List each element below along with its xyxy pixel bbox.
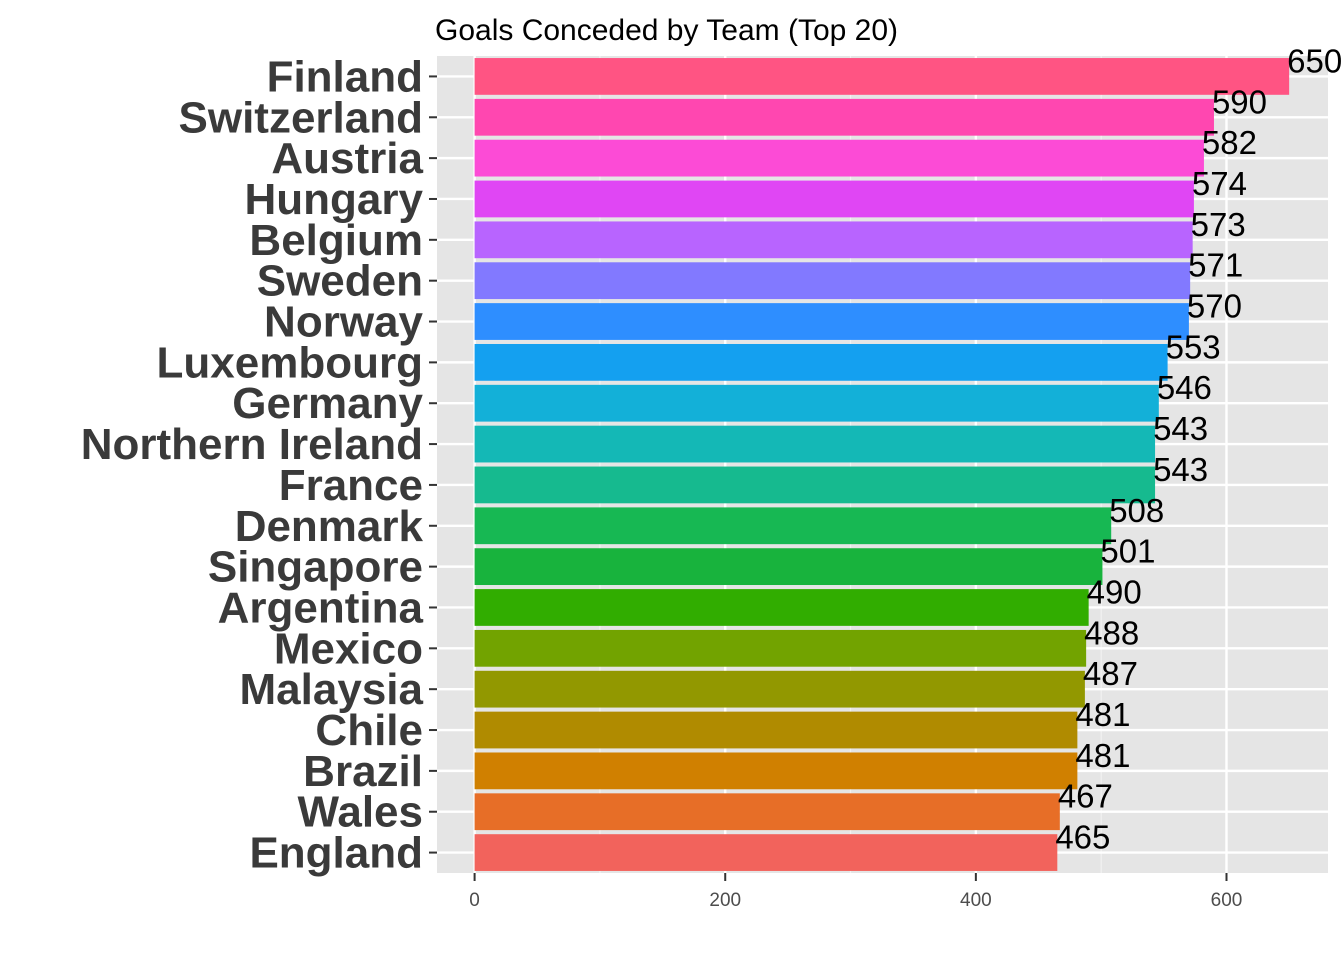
- y-tick-label: Northern Ireland: [81, 420, 423, 469]
- y-tick-label: Malaysia: [240, 665, 424, 714]
- y-tick-label: France: [279, 461, 423, 510]
- data-label: 571: [1188, 247, 1243, 284]
- x-tick-label: 200: [709, 890, 741, 911]
- bar-singapore: [474, 548, 1103, 586]
- x-tick-label: 0: [469, 890, 480, 911]
- x-axis: 0 200 400 600: [469, 873, 1242, 911]
- data-label: 467: [1058, 778, 1113, 815]
- bar-brazil: [474, 752, 1078, 790]
- data-label: 487: [1083, 655, 1138, 692]
- x-tick-label: 600: [1211, 890, 1243, 911]
- data-label: 546: [1157, 369, 1212, 406]
- y-tick-label: Norway: [264, 298, 423, 347]
- bar-austria: [474, 139, 1204, 177]
- y-tick-label: Germany: [232, 379, 423, 428]
- bar-malaysia: [474, 670, 1085, 708]
- data-label: 650: [1287, 42, 1342, 79]
- chart-title: Goals Conceded by Team (Top 20): [435, 14, 898, 47]
- bar-sweden: [474, 262, 1191, 300]
- y-tick-label: Chile: [315, 706, 423, 755]
- data-label: 590: [1212, 83, 1267, 120]
- data-label: 543: [1153, 451, 1208, 488]
- bar-finland: [474, 58, 1290, 95]
- bar-luxembourg: [474, 343, 1168, 381]
- y-tick-label: Hungary: [245, 175, 424, 224]
- bar-chile: [474, 711, 1078, 749]
- y-tick-label: Mexico: [274, 624, 423, 673]
- data-label: 481: [1075, 696, 1130, 733]
- data-labels: 6505905825745735715705535465435435085014…: [1055, 42, 1342, 855]
- data-label: 553: [1166, 328, 1221, 365]
- y-tick-label: Singapore: [208, 543, 423, 592]
- y-tick-label: Belgium: [249, 216, 423, 265]
- y-tick-label: Finland: [267, 52, 423, 101]
- bar-france: [474, 466, 1156, 504]
- bar-belgium: [474, 221, 1193, 259]
- data-label: 574: [1192, 165, 1247, 202]
- bar-hungary: [474, 180, 1194, 218]
- bar-northern-ireland: [474, 425, 1156, 463]
- bar-mexico: [474, 629, 1087, 667]
- bar-argentina: [474, 589, 1089, 626]
- bar-germany: [474, 384, 1159, 422]
- y-tick-label: Denmark: [235, 502, 424, 551]
- data-label: 490: [1087, 573, 1142, 610]
- y-tick-label: England: [249, 829, 423, 878]
- y-tick-label: Brazil: [303, 747, 423, 796]
- bar-denmark: [474, 507, 1112, 545]
- y-tick-label: Sweden: [257, 257, 423, 306]
- y-tick-label: Switzerland: [179, 93, 424, 142]
- bar-norway: [474, 303, 1189, 340]
- data-label: 508: [1109, 492, 1164, 529]
- bar-switzerland: [474, 98, 1214, 136]
- data-label: 488: [1084, 614, 1139, 651]
- data-label: 465: [1055, 819, 1110, 856]
- data-label: 481: [1075, 737, 1130, 774]
- y-tick-label: Argentina: [218, 583, 424, 632]
- data-label: 543: [1153, 410, 1208, 447]
- y-tick-label: Luxembourg: [157, 338, 423, 387]
- data-label: 501: [1100, 533, 1155, 570]
- x-tick-label: 400: [960, 890, 992, 911]
- data-label: 570: [1187, 288, 1242, 325]
- data-label: 582: [1202, 124, 1257, 161]
- y-tick-label: Wales: [297, 788, 423, 837]
- y-tick-label: Austria: [271, 134, 423, 183]
- bar-england: [474, 834, 1058, 871]
- data-label: 573: [1191, 206, 1246, 243]
- bar-wales: [474, 793, 1060, 831]
- y-axis: FinlandSwitzerlandAustriaHungaryBelgiumS…: [81, 52, 437, 878]
- bars: [474, 58, 1290, 871]
